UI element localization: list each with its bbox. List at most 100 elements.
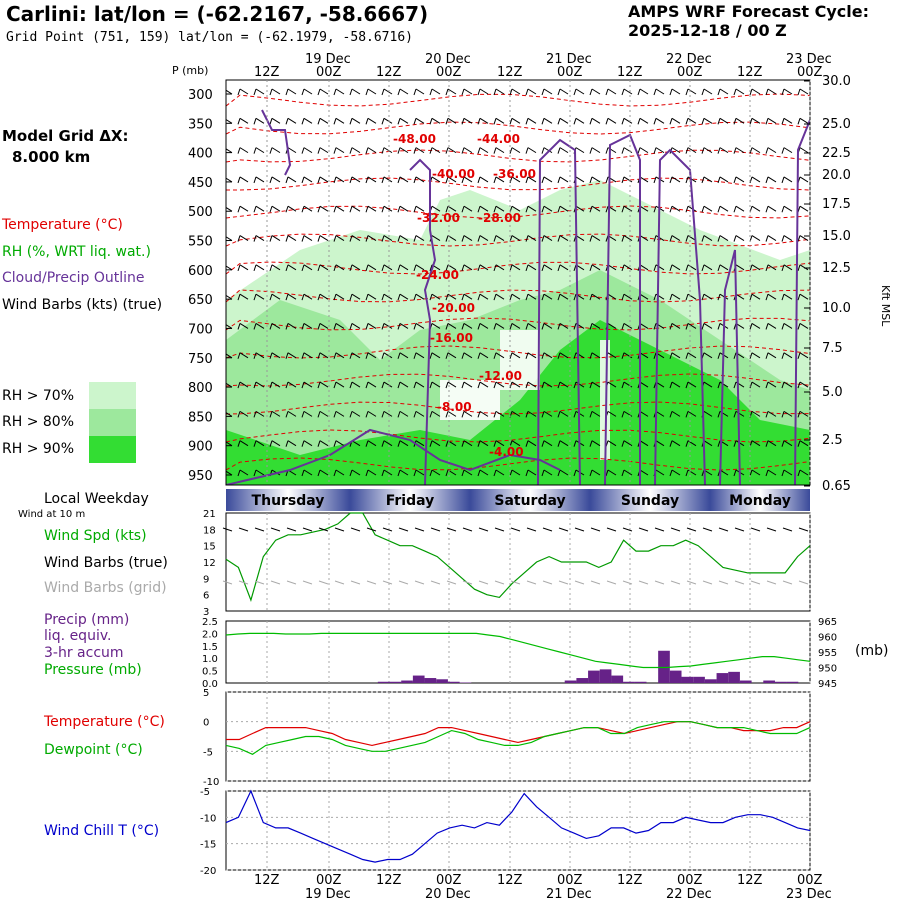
wind-barb	[621, 88, 633, 96]
wind-barb	[461, 323, 473, 330]
wind-barb-staff	[226, 441, 233, 447]
wind-barb-staff	[399, 440, 409, 447]
model-grid-value: 8.000 km	[12, 148, 91, 166]
surface-wind-barb	[382, 527, 393, 532]
wind-barb	[397, 469, 409, 477]
wind-barb-staff	[303, 176, 313, 183]
wind-barb-flag	[477, 264, 481, 272]
grid-wind-barb	[606, 580, 617, 585]
wind-barb	[461, 117, 473, 125]
wind-barb-staff	[399, 117, 409, 124]
wind-barb-staff	[687, 352, 697, 359]
bottom-hour-label: 00Z	[436, 873, 462, 888]
grid-wind-barb	[366, 580, 377, 585]
surface-wind-barb	[350, 527, 361, 532]
wind-barb-staff	[415, 293, 425, 300]
temperature-contour	[226, 317, 810, 331]
wind-barb-flag	[285, 323, 289, 330]
wind-barb-staff	[639, 264, 649, 271]
cloud-outline	[794, 119, 810, 485]
wind-barb-staff	[655, 469, 665, 476]
wind-barb-flag	[222, 323, 224, 329]
wind-barb	[381, 410, 393, 418]
wind-barb	[701, 117, 713, 125]
bottom-date-label: 21 Dec	[546, 887, 592, 900]
wind-barb-flag	[781, 352, 785, 359]
grid-wind-barb	[558, 580, 569, 585]
wind-barb-staff	[799, 323, 809, 329]
wind-barb	[349, 469, 361, 477]
wind-barb-flag	[333, 440, 337, 447]
bottom-hour-label: 00Z	[557, 873, 583, 888]
grid-wind-barb-staff	[718, 580, 729, 585]
wind-barb-staff	[687, 410, 697, 417]
precip-bar	[634, 681, 647, 683]
precip-tick-label: 2.5	[202, 617, 218, 628]
wind-barb	[397, 235, 409, 242]
wind-barb	[477, 410, 489, 418]
wind-barb-flag	[222, 236, 224, 242]
wind-barb-flag	[701, 176, 705, 184]
wind-barb	[237, 205, 249, 213]
wind-barb-flag	[222, 177, 224, 183]
wind-barb	[301, 264, 313, 272]
wind-barb-flag	[285, 381, 289, 389]
wind-barb	[557, 293, 569, 301]
wind-barb	[685, 264, 697, 272]
wind-barb	[349, 235, 361, 242]
wind-barb	[226, 118, 233, 124]
wind-barb	[765, 88, 777, 96]
wind-barb-staff	[639, 88, 649, 95]
wind-barb	[589, 117, 601, 125]
wind-barb	[429, 117, 441, 125]
wind-barb-staff	[543, 293, 553, 300]
wind-barb-flag	[621, 147, 625, 154]
wind-barb	[557, 469, 569, 477]
wind-barb-flag	[765, 323, 769, 330]
cloud-outline	[654, 148, 706, 485]
wind-barb-staff	[511, 293, 521, 300]
surface-wind-barb	[606, 527, 617, 532]
surface-wind-barb-staff	[526, 527, 537, 532]
wind-barb-flag	[253, 88, 257, 96]
wind-barb	[621, 205, 633, 213]
wind-barb-staff	[623, 323, 633, 329]
wind-barb-flag	[573, 293, 577, 301]
wind-barb-staff	[447, 293, 457, 300]
wind-barb-flag	[717, 206, 721, 213]
wind-barb-flag	[541, 411, 545, 418]
wind-barb-staff	[479, 410, 489, 417]
wind-barb	[765, 352, 777, 359]
grid-wind-barb	[638, 580, 649, 585]
wind-barb-staff	[719, 264, 729, 271]
wind-barb-flag	[381, 440, 385, 447]
wind-barb-flag	[541, 293, 545, 301]
wind-barb-flag	[333, 293, 337, 301]
wind-barb-staff	[255, 235, 265, 241]
grid-wind-barb-staff	[270, 580, 281, 585]
wind-barb-staff	[431, 440, 441, 447]
wind-barb-staff	[703, 352, 713, 359]
kft-tick-label: 10.0	[822, 301, 851, 316]
wind-barb-staff	[383, 205, 393, 212]
wind-barb-staff	[239, 381, 249, 388]
grid-wind-barb-staff	[606, 580, 617, 585]
wind-barb-staff	[751, 235, 761, 241]
grid-wind-barb	[574, 580, 585, 585]
wind-barb	[701, 147, 713, 154]
wind-barb-staff	[751, 205, 761, 212]
wind-barb	[269, 235, 281, 242]
wind-barb-staff	[255, 381, 265, 388]
wind-barb-staff	[575, 176, 585, 183]
wind-barb	[349, 147, 361, 154]
wind-barb-staff	[751, 293, 761, 300]
wind-barb	[253, 352, 265, 359]
wind-barb-staff	[527, 176, 537, 183]
wind-barb	[605, 88, 617, 96]
grid-wind-barb-staff	[670, 580, 681, 585]
bottom-hour-label: 12Z	[254, 873, 280, 888]
wind-barb	[557, 410, 569, 418]
wind-barb-flag	[349, 176, 353, 184]
wind-barb-staff	[479, 440, 489, 447]
wind-barb	[477, 440, 489, 447]
